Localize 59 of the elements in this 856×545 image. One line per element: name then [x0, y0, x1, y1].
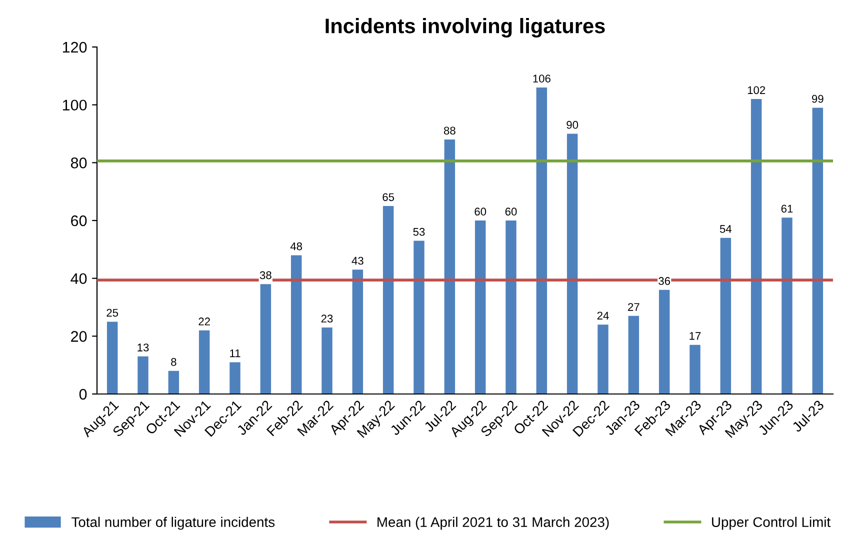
bar — [812, 108, 824, 394]
bar — [566, 134, 578, 394]
bar — [382, 206, 394, 394]
chart-title: Incidents involving ligatures — [326, 18, 605, 38]
bar — [138, 356, 148, 394]
bar — [474, 220, 486, 394]
data-label: 90 — [566, 120, 578, 129]
y-tick-label: 20 — [71, 331, 87, 342]
y-tick-label: 120 — [62, 42, 87, 53]
data-label: 13 — [138, 344, 149, 352]
bar — [444, 140, 456, 394]
bar — [106, 322, 118, 394]
data-label: 60 — [474, 208, 486, 216]
data-label: 99 — [812, 94, 824, 103]
bar — [598, 324, 608, 394]
bar — [168, 370, 180, 394]
data-label: 27 — [628, 303, 640, 311]
bar — [658, 290, 670, 394]
bar — [322, 327, 332, 394]
data-label: 36 — [658, 277, 670, 285]
data-label: 24 — [597, 312, 609, 320]
data-label: 106 — [533, 74, 550, 83]
data-label: 54 — [720, 225, 732, 233]
legend-label: Mean (1 April 2021 to 31 March 2023) — [378, 516, 609, 530]
y-tick-label: 0 — [79, 388, 87, 400]
data-label: 38 — [260, 271, 272, 280]
bar — [230, 362, 240, 394]
data-label: 23 — [321, 314, 333, 323]
data-label: 22 — [198, 318, 210, 326]
data-label: 25 — [106, 308, 118, 317]
data-label: 102 — [748, 86, 766, 94]
data-label: 88 — [444, 126, 456, 135]
data-label: 65 — [382, 193, 394, 202]
bar — [260, 284, 272, 394]
bar — [506, 220, 516, 394]
data-label: 61 — [781, 204, 793, 213]
y-tick-label: 40 — [70, 273, 87, 284]
data-label: 48 — [290, 242, 302, 250]
bar — [352, 270, 364, 394]
data-label: 60 — [505, 208, 517, 216]
data-label: 11 — [230, 349, 240, 358]
data-label: 17 — [690, 332, 701, 340]
bar — [750, 99, 762, 394]
bar — [198, 330, 210, 394]
legend-label: Total number of ligature incidents — [72, 516, 275, 530]
data-label: 43 — [352, 256, 364, 265]
data-label: 8 — [171, 358, 176, 366]
bar — [782, 218, 792, 394]
bar — [690, 344, 700, 394]
bar — [414, 240, 424, 394]
bar — [628, 316, 640, 394]
y-tick-label: 80 — [70, 158, 87, 168]
y-tick-label: 60 — [71, 215, 87, 226]
data-label: 53 — [413, 228, 425, 236]
y-tick-label: 100 — [62, 100, 87, 111]
bar — [290, 255, 302, 394]
bar — [720, 238, 732, 394]
bar — [536, 87, 548, 394]
legend-label: Upper Control Limit — [712, 516, 830, 530]
